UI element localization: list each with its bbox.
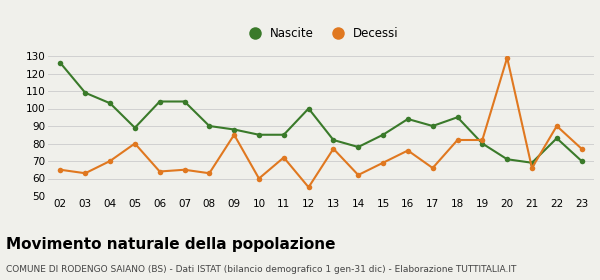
Decessi bbox=[181, 168, 188, 171]
Nascite bbox=[230, 128, 238, 131]
Decessi bbox=[355, 173, 362, 177]
Decessi bbox=[106, 159, 113, 163]
Nascite bbox=[206, 124, 213, 128]
Nascite bbox=[379, 133, 386, 136]
Decessi bbox=[230, 133, 238, 136]
Decessi bbox=[330, 147, 337, 150]
Nascite bbox=[429, 124, 436, 128]
Decessi bbox=[305, 186, 312, 189]
Nascite bbox=[404, 117, 412, 121]
Line: Nascite: Nascite bbox=[58, 60, 584, 165]
Decessi bbox=[256, 177, 263, 180]
Text: COMUNE DI RODENGO SAIANO (BS) - Dati ISTAT (bilancio demografico 1 gen-31 dic) -: COMUNE DI RODENGO SAIANO (BS) - Dati IST… bbox=[6, 265, 517, 274]
Decessi bbox=[529, 166, 536, 170]
Decessi bbox=[503, 56, 511, 59]
Decessi bbox=[578, 147, 585, 150]
Nascite bbox=[131, 126, 139, 129]
Nascite bbox=[553, 137, 560, 140]
Nascite bbox=[454, 116, 461, 119]
Nascite bbox=[305, 107, 312, 110]
Nascite bbox=[181, 100, 188, 103]
Decessi bbox=[479, 138, 486, 142]
Decessi bbox=[82, 172, 89, 175]
Nascite bbox=[57, 61, 64, 65]
Nascite bbox=[106, 102, 113, 105]
Decessi bbox=[429, 166, 436, 170]
Decessi bbox=[553, 124, 560, 128]
Line: Decessi: Decessi bbox=[58, 55, 584, 190]
Decessi bbox=[280, 156, 287, 159]
Nascite bbox=[503, 158, 511, 161]
Nascite bbox=[355, 145, 362, 149]
Decessi bbox=[156, 170, 163, 173]
Nascite bbox=[330, 138, 337, 142]
Decessi bbox=[206, 172, 213, 175]
Decessi bbox=[454, 138, 461, 142]
Text: Movimento naturale della popolazione: Movimento naturale della popolazione bbox=[6, 237, 335, 252]
Decessi bbox=[57, 168, 64, 171]
Nascite bbox=[280, 133, 287, 136]
Nascite bbox=[578, 159, 585, 163]
Legend: Nascite, Decessi: Nascite, Decessi bbox=[238, 23, 404, 45]
Decessi bbox=[379, 161, 386, 164]
Nascite bbox=[256, 133, 263, 136]
Nascite bbox=[529, 161, 536, 164]
Decessi bbox=[131, 142, 139, 145]
Nascite bbox=[156, 100, 163, 103]
Nascite bbox=[82, 91, 89, 94]
Decessi bbox=[404, 149, 412, 152]
Nascite bbox=[479, 142, 486, 145]
